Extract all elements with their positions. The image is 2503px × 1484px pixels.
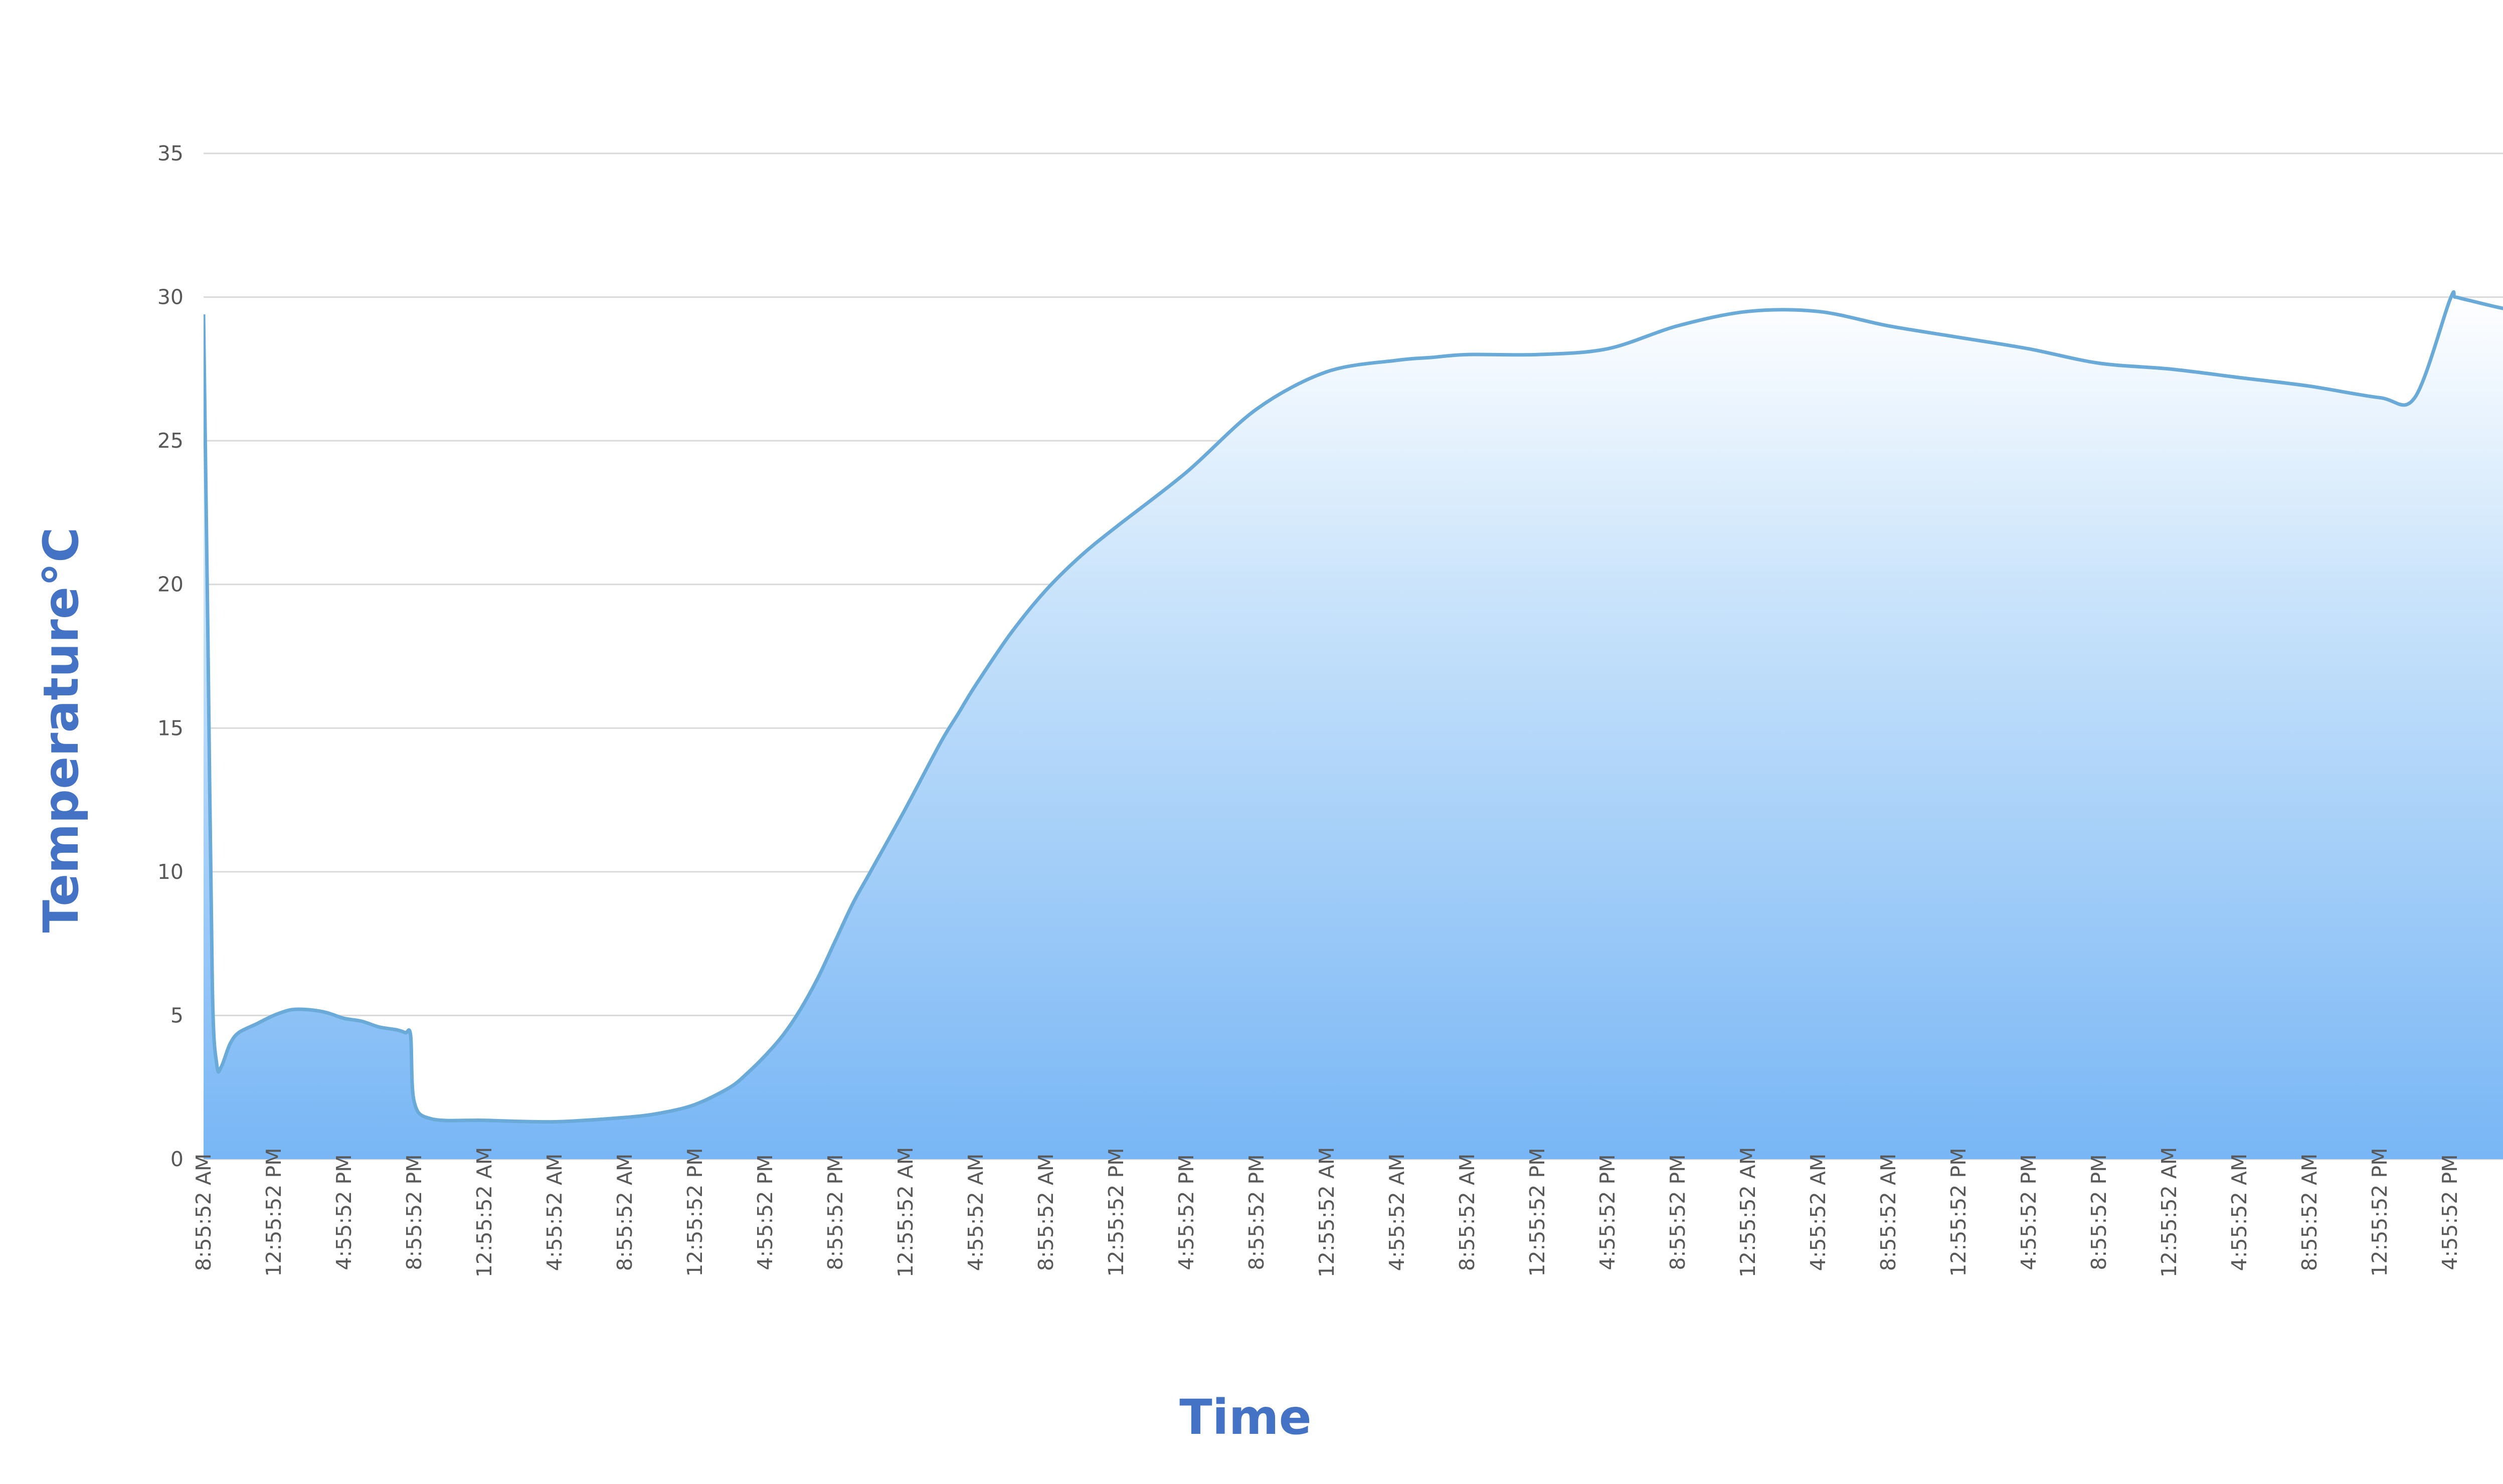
x-tick-label: 8:55:52 AM: [1455, 1154, 1479, 1271]
x-tick-label: 12:55:52 PM: [2368, 1148, 2392, 1276]
x-tick-label: 12:55:52 PM: [1525, 1148, 1549, 1276]
y-tick-label: 10: [157, 860, 184, 884]
x-tick-label: 4:55:52 PM: [2017, 1154, 2041, 1270]
x-tick-label: 12:55:52 AM: [893, 1147, 918, 1278]
x-tick-label: 4:55:52 PM: [753, 1154, 777, 1270]
y-tick-label: 25: [157, 429, 184, 453]
y-axis-title: Temperature°C: [33, 527, 89, 933]
x-tick-label: 12:55:52 PM: [683, 1148, 707, 1276]
x-tick-label: 8:55:52 AM: [1034, 1154, 1058, 1271]
x-tick-label: 4:55:52 PM: [1595, 1154, 1620, 1270]
x-tick-label: 4:55:52 PM: [332, 1154, 356, 1270]
y-tick-label: 15: [157, 716, 184, 740]
x-tick-label: 4:55:52 AM: [543, 1154, 567, 1271]
x-tick-label: 12:55:52 AM: [2157, 1147, 2181, 1278]
y-tick-label: 35: [157, 141, 184, 165]
x-tick-label: 8:55:52 AM: [2297, 1154, 2321, 1271]
temperature-series-line: [204, 290, 2503, 1124]
x-tick-label: 4:55:52 AM: [1385, 1154, 1409, 1271]
x-tick-label: 8:55:52 PM: [2087, 1154, 2111, 1270]
x-tick-label: 8:55:52 AM: [1876, 1154, 1900, 1271]
x-tick-label: 4:55:52 AM: [964, 1154, 988, 1271]
x-axis-ticks: 8:55:52 AM 12:55:52 PM 4:55:52 PM 8:55:52 P…: [192, 1147, 2462, 1278]
x-tick-label: 12:55:52 AM: [1315, 1147, 1339, 1278]
x-tick-label: 8:55:52 PM: [1244, 1154, 1269, 1270]
x-axis-title: Time: [1179, 1389, 1312, 1445]
plot-area: [204, 290, 2503, 1159]
y-tick-label: 5: [170, 1003, 184, 1027]
x-tick-label: 12:55:52 AM: [472, 1147, 496, 1278]
x-tick-label: 12:55:52 PM: [1946, 1148, 1971, 1276]
x-tick-label: 4:55:52 AM: [1806, 1154, 1830, 1271]
x-tick-label: 8:55:52 PM: [1666, 1154, 1690, 1270]
x-tick-label: 4:55:52 PM: [2438, 1154, 2462, 1270]
x-tick-label: 12:55:52 PM: [262, 1148, 286, 1276]
x-tick-label: 8:55:52 PM: [823, 1154, 847, 1270]
x-tick-label: 8:55:52 PM: [402, 1154, 426, 1270]
y-axis-ticks: 0 5 10 15 20 25 30 35: [157, 141, 184, 1171]
x-tick-label: 4:55:52 AM: [2227, 1154, 2251, 1271]
x-tick-label: 8:55:52 AM: [192, 1154, 216, 1271]
temperature-area-fill: [204, 292, 2503, 1159]
x-tick-label: 4:55:52 PM: [1174, 1154, 1198, 1270]
y-tick-label: 30: [157, 285, 184, 309]
x-tick-label: 8:55:52 AM: [613, 1154, 637, 1271]
y-tick-label: 0: [170, 1147, 184, 1171]
x-tick-label: 12:55:52 AM: [1736, 1147, 1760, 1278]
y-tick-label: 20: [157, 573, 184, 597]
x-tick-label: 12:55:52 PM: [1104, 1148, 1128, 1276]
